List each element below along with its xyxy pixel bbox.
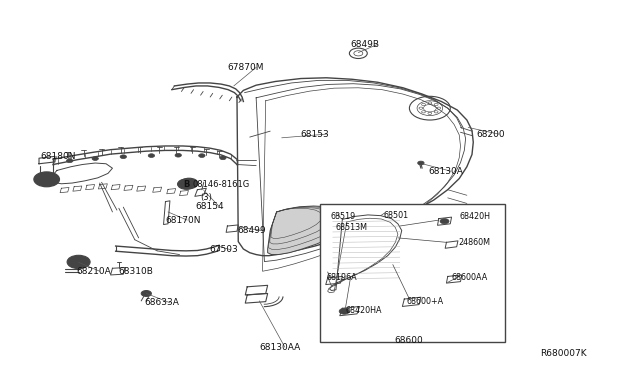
Text: 68600: 68600 [395, 336, 424, 346]
Bar [320, 204, 505, 342]
Text: B: B [183, 180, 189, 189]
Text: 68519: 68519 [330, 212, 355, 221]
Circle shape [92, 157, 99, 160]
Circle shape [34, 172, 60, 187]
Circle shape [120, 155, 127, 158]
Text: 68420H: 68420H [460, 212, 490, 221]
Text: 68153: 68153 [301, 129, 330, 139]
Circle shape [339, 308, 349, 314]
Circle shape [220, 156, 226, 160]
Text: 67870M: 67870M [227, 63, 264, 72]
Circle shape [67, 159, 73, 163]
Text: 68130AA: 68130AA [259, 343, 301, 352]
Text: 68513M: 68513M [335, 223, 367, 232]
Text: 68170N: 68170N [166, 216, 201, 225]
Circle shape [418, 161, 424, 165]
Text: (3): (3) [200, 193, 212, 202]
Text: 68420HA: 68420HA [346, 306, 382, 315]
Text: 68310B: 68310B [119, 267, 154, 276]
Text: R680007K: R680007K [540, 349, 587, 358]
Text: 68600AA: 68600AA [452, 273, 488, 282]
Text: 68200: 68200 [476, 129, 505, 139]
Text: 24860M: 24860M [458, 238, 490, 247]
Circle shape [141, 291, 152, 296]
Circle shape [180, 178, 198, 189]
Text: 68633A: 68633A [145, 298, 179, 307]
Text: 68499: 68499 [237, 226, 266, 235]
Polygon shape [268, 206, 351, 254]
Text: 68180N: 68180N [40, 152, 76, 161]
Circle shape [198, 154, 205, 157]
Text: B: B [186, 179, 191, 188]
Circle shape [175, 153, 181, 157]
Circle shape [67, 255, 90, 269]
Text: 68600+A: 68600+A [406, 297, 444, 306]
Circle shape [177, 179, 195, 189]
Text: 68196A: 68196A [326, 273, 357, 282]
Text: 67503: 67503 [209, 245, 237, 254]
Text: 68210A: 68210A [76, 267, 111, 276]
Circle shape [440, 219, 449, 224]
Text: 68130A: 68130A [429, 167, 463, 176]
Circle shape [148, 154, 155, 157]
Text: 08146-8161G: 08146-8161G [192, 180, 250, 189]
Text: 68501: 68501 [384, 211, 409, 220]
Text: 68154: 68154 [195, 202, 224, 211]
Text: 6849B: 6849B [351, 40, 380, 49]
